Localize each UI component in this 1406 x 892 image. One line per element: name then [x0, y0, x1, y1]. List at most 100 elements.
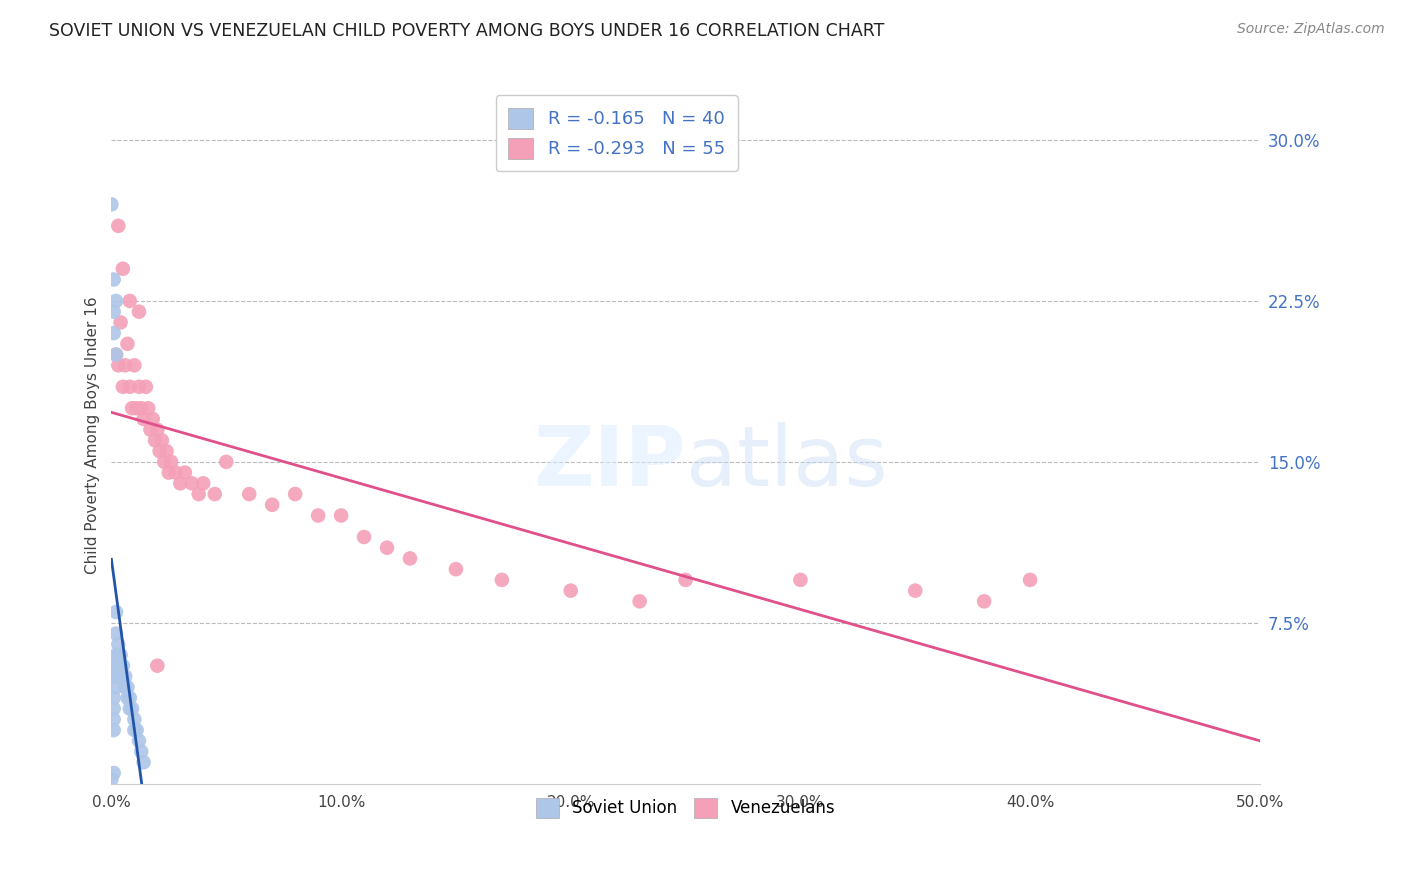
- Point: [103, 712, 125, 726]
- Text: SOVIET UNION VS VENEZUELAN CHILD POVERTY AMONG BOYS UNDER 16 CORRELATION CHART: SOVIET UNION VS VENEZUELAN CHILD POVERTY…: [49, 22, 884, 40]
- Point: [105, 348, 128, 362]
- Point: [105, 348, 128, 362]
- Point: [107, 669, 129, 683]
- Point: [107, 658, 129, 673]
- Point: [135, 380, 157, 394]
- Point: [124, 712, 146, 726]
- Point: [105, 680, 128, 694]
- Point: [107, 637, 129, 651]
- Point: [193, 476, 215, 491]
- Point: [146, 423, 169, 437]
- Point: [128, 734, 150, 748]
- Point: [103, 669, 125, 683]
- Point: [1019, 573, 1042, 587]
- Point: [675, 573, 697, 587]
- Point: [105, 648, 128, 662]
- Point: [111, 380, 134, 394]
- Point: [628, 594, 651, 608]
- Point: [118, 690, 141, 705]
- Point: [118, 380, 141, 394]
- Point: [110, 658, 132, 673]
- Point: [124, 723, 146, 737]
- Point: [107, 359, 129, 373]
- Point: [118, 701, 141, 715]
- Point: [105, 605, 128, 619]
- Point: [399, 551, 422, 566]
- Point: [111, 658, 134, 673]
- Point: [262, 498, 284, 512]
- Point: [125, 401, 148, 416]
- Point: [105, 293, 128, 308]
- Point: [139, 423, 162, 437]
- Point: [150, 434, 173, 448]
- Point: [789, 573, 811, 587]
- Point: [169, 476, 191, 491]
- Point: [114, 359, 136, 373]
- Point: [117, 680, 139, 694]
- Point: [110, 315, 132, 329]
- Legend: Soviet Union, Venezuelans: Soviet Union, Venezuelans: [529, 791, 842, 824]
- Point: [103, 701, 125, 715]
- Point: [174, 466, 197, 480]
- Point: [132, 412, 155, 426]
- Point: [103, 304, 125, 318]
- Point: [111, 669, 134, 683]
- Point: [103, 766, 125, 780]
- Point: [143, 434, 166, 448]
- Point: [103, 326, 125, 340]
- Point: [110, 669, 132, 683]
- Point: [129, 401, 152, 416]
- Point: [165, 466, 187, 480]
- Point: [153, 455, 176, 469]
- Point: [149, 444, 172, 458]
- Point: [560, 583, 582, 598]
- Point: [125, 723, 148, 737]
- Point: [142, 412, 165, 426]
- Point: [117, 336, 139, 351]
- Point: [121, 701, 143, 715]
- Text: Source: ZipAtlas.com: Source: ZipAtlas.com: [1237, 22, 1385, 37]
- Point: [238, 487, 260, 501]
- Point: [100, 197, 122, 211]
- Point: [155, 444, 177, 458]
- Point: [157, 466, 180, 480]
- Point: [111, 261, 134, 276]
- Point: [973, 594, 995, 608]
- Point: [105, 626, 128, 640]
- Point: [103, 690, 125, 705]
- Point: [110, 648, 132, 662]
- Point: [375, 541, 398, 555]
- Point: [114, 680, 136, 694]
- Point: [904, 583, 927, 598]
- Point: [124, 359, 146, 373]
- Text: atlas: atlas: [686, 423, 887, 503]
- Point: [100, 772, 122, 787]
- Point: [136, 401, 159, 416]
- Y-axis label: Child Poverty Among Boys Under 16: Child Poverty Among Boys Under 16: [86, 296, 100, 574]
- Point: [129, 745, 152, 759]
- Point: [105, 658, 128, 673]
- Point: [107, 219, 129, 233]
- Point: [117, 690, 139, 705]
- Point: [187, 487, 209, 501]
- Point: [491, 573, 513, 587]
- Point: [204, 487, 226, 501]
- Point: [114, 669, 136, 683]
- Point: [444, 562, 467, 576]
- Point: [284, 487, 307, 501]
- Point: [146, 658, 169, 673]
- Point: [103, 723, 125, 737]
- Point: [330, 508, 353, 523]
- Point: [180, 476, 202, 491]
- Point: [121, 401, 143, 416]
- Point: [307, 508, 329, 523]
- Point: [128, 304, 150, 318]
- Point: [215, 455, 238, 469]
- Point: [118, 293, 141, 308]
- Point: [107, 648, 129, 662]
- Point: [353, 530, 375, 544]
- Point: [103, 272, 125, 286]
- Point: [160, 455, 183, 469]
- Text: ZIP: ZIP: [533, 423, 686, 503]
- Point: [132, 756, 155, 770]
